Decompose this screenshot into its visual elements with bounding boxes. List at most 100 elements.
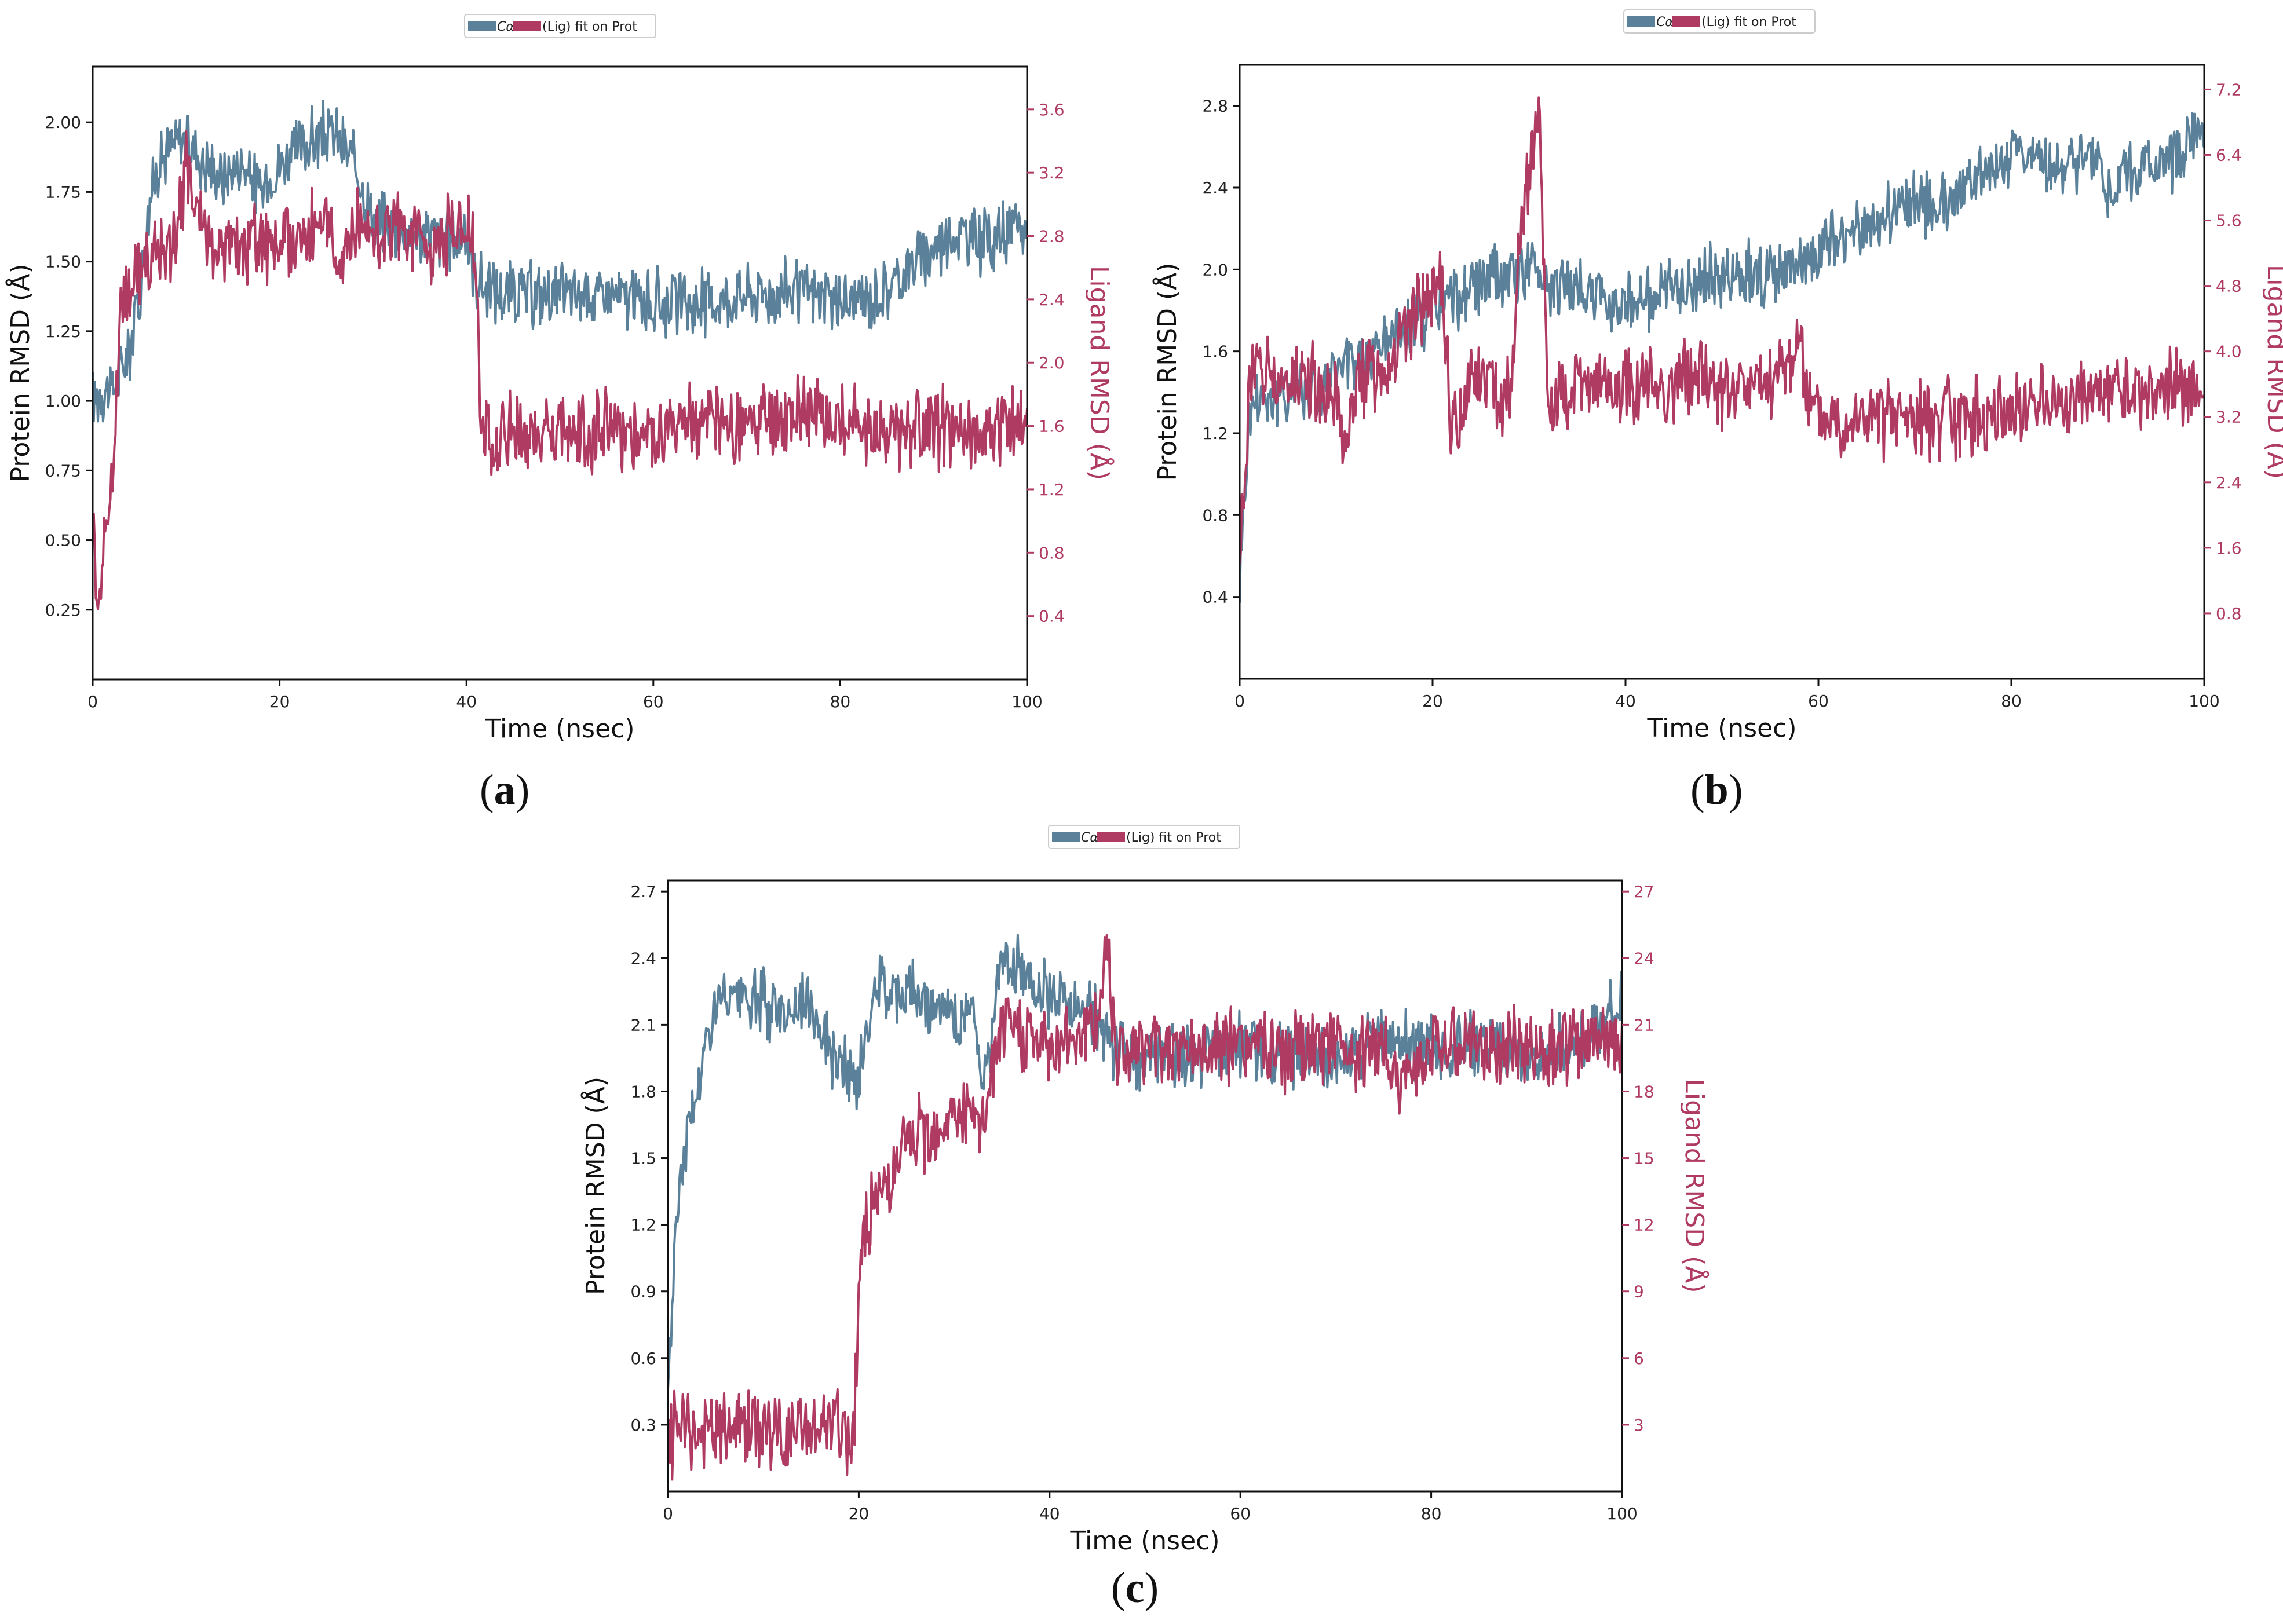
y-left-tick-label-b: 1.6: [1202, 342, 1228, 361]
x-tick-label-a: 20: [269, 692, 290, 711]
y-left-tick-label-c: 1.5: [630, 1149, 656, 1168]
y-right-tick-label-b: 1.6: [2216, 539, 2242, 558]
y-left-axis-label-a: Protein RMSD (Å): [5, 264, 35, 482]
x-tick-label-b: 40: [1615, 692, 1636, 711]
legend-label-ligand-c: (Lig) fit on Prot: [1126, 831, 1221, 845]
chart-b: 0 20 40 60 80 100 0.4 0.8 1.2 1.6 2.0 2.4 2.8 0.8 1.6 2…: [1152, 9, 2283, 743]
panel-label-a: (a): [480, 766, 530, 814]
x-tick-label-c: 0: [663, 1504, 673, 1523]
x-tick-label-a: 100: [1011, 692, 1042, 711]
legend-a: Cα (Lig) fit on Prot: [464, 14, 656, 38]
x-tick-label-a: 0: [87, 692, 98, 711]
legend-box-b: [1623, 9, 1816, 34]
series-protein-a: [93, 100, 1027, 423]
x-tick-label-a: 60: [643, 692, 664, 711]
y-left-tick-label-b: 2.4: [1202, 178, 1228, 197]
y-right-tick-label-b: 4.0: [2216, 342, 2242, 361]
y-right-tick-label-c: 21: [1634, 1015, 1654, 1034]
legend-swatch-ligand-b: [1672, 16, 1700, 27]
y-right-tick-label-b: 0.8: [2216, 604, 2242, 623]
panel-label-b: (b): [1690, 766, 1743, 814]
y-left-tick-label-a: 0.75: [45, 461, 81, 480]
y-left-tick-label-c: 0.3: [630, 1415, 656, 1435]
y-left-tick-label-a: 2.00: [45, 113, 81, 132]
series-ligand-b: [1240, 96, 2204, 564]
y-left-tick-label-a: 0.25: [45, 601, 81, 620]
y-right-tick-label-b: 3.2: [2216, 408, 2242, 427]
plot-frame-b: [1239, 64, 2205, 680]
y-left-tick-label-a: 0.50: [45, 531, 81, 550]
legend-label-protein-b: Cα: [1656, 15, 1674, 30]
y-left-tick-label-c: 2.4: [630, 949, 656, 968]
y-right-axis-label-a: Ligand RMSD (Å): [1084, 266, 1115, 480]
legend-label-ligand-a: (Lig) fit on Prot: [542, 20, 637, 34]
y-right-tick-label-a: 0.8: [1039, 543, 1065, 562]
y-right-tick-label-c: 12: [1634, 1216, 1654, 1235]
y-right-tick-label-c: 27: [1634, 882, 1654, 901]
y-right-tick-label-b: 2.4: [2216, 473, 2242, 492]
legend-swatch-ligand-a: [513, 21, 541, 31]
y-left-tick-label-b: 1.2: [1202, 424, 1228, 443]
y-left-tick-label-a: 1.50: [45, 253, 81, 272]
y-right-axis-label-c: Ligand RMSD (Å): [1679, 1078, 1710, 1293]
y-right-tick-label-a: 3.6: [1039, 100, 1065, 119]
x-tick-label-b: 80: [2001, 692, 2022, 711]
y-right-tick-label-a: 3.2: [1039, 163, 1065, 182]
y-right-tick-label-b: 6.4: [2216, 145, 2242, 164]
legend-label-protein-c: Cα: [1081, 831, 1098, 845]
x-tick-label-b: 60: [1808, 692, 1829, 711]
y-right-tick-label-c: 18: [1634, 1082, 1654, 1101]
y-right-tick-label-c: 9: [1634, 1282, 1644, 1301]
y-right-tick-label-c: 24: [1634, 949, 1654, 968]
y-right-tick-label-b: 4.8: [2216, 277, 2242, 296]
y-left-axis-label-c: Protein RMSD (Å): [580, 1077, 611, 1295]
x-axis-label-b: Time (nsec): [1646, 714, 1796, 743]
y-right-tick-label-a: 0.4: [1039, 607, 1065, 626]
y-right-tick-label-a: 1.2: [1039, 480, 1065, 499]
y-right-axis-label-b: Ligand RMSD (Å): [2262, 265, 2283, 479]
x-tick-label-c: 60: [1230, 1504, 1251, 1523]
y-left-tick-label-a: 1.75: [45, 182, 81, 202]
x-tick-label-b: 0: [1234, 692, 1245, 711]
y-left-tick-label-c: 2.1: [630, 1015, 656, 1034]
chart-c: 0 20 40 60 80 100 0.3 0.6 0.9 1.2 1.5 1.8 2.1 2.4 2.7 3…: [580, 825, 1710, 1556]
y-left-axis-label-b: Protein RMSD (Å): [1152, 263, 1182, 481]
x-axis-label-a: Time (nsec): [484, 714, 634, 744]
y-right-tick-label-c: 6: [1634, 1349, 1644, 1368]
chart-a: 0 20 40 60 80 100 0.25 0.50 0.75 1.00 1.25 1.50 1.75…: [5, 14, 1115, 744]
y-right-tick-label-b: 5.6: [2216, 211, 2242, 231]
x-tick-label-a: 80: [830, 692, 851, 711]
x-tick-label-c: 80: [1421, 1504, 1442, 1523]
x-tick-label-b: 100: [2189, 692, 2219, 711]
legend-swatch-protein-a: [468, 21, 496, 31]
legend-swatch-protein-c: [1052, 832, 1080, 842]
y-left-tick-label-b: 2.8: [1202, 97, 1228, 116]
x-tick-label-c: 20: [849, 1504, 870, 1523]
y-right-tick-label-c: 3: [1634, 1415, 1644, 1435]
panel-label-c: (c): [1111, 1564, 1159, 1612]
y-left-tick-label-c: 0.6: [630, 1349, 656, 1368]
legend-swatch-ligand-c: [1097, 832, 1125, 842]
x-tick-label-c: 100: [1606, 1504, 1637, 1523]
series-ligand-c: [668, 934, 1622, 1481]
y-left-tick-label-b: 0.8: [1202, 506, 1228, 525]
y-right-tick-label-a: 1.6: [1039, 417, 1065, 436]
y-left-tick-label-c: 0.9: [630, 1282, 656, 1301]
y-left-tick-label-c: 2.7: [630, 882, 656, 901]
y-left-tick-label-c: 1.8: [630, 1082, 656, 1101]
y-right-tick-label-a: 2.8: [1039, 227, 1065, 246]
series-protein-c: [668, 934, 1622, 1390]
series-ligand-a: [93, 130, 1027, 610]
y-left-tick-label-c: 1.2: [630, 1216, 656, 1235]
x-tick-label-a: 40: [456, 692, 477, 711]
legend-label-protein-a: Cα: [497, 20, 514, 34]
y-right-tick-label-b: 7.2: [2216, 80, 2242, 99]
x-tick-label-c: 40: [1039, 1504, 1060, 1523]
legend-box-a: [464, 14, 656, 38]
y-right-tick-label-a: 2.4: [1039, 290, 1065, 309]
plot-frame-a: [92, 65, 1028, 681]
legend-b: Cα (Lig) fit on Prot: [1623, 9, 1816, 34]
y-left-tick-label-a: 1.00: [45, 392, 81, 411]
legend-box-c: [1048, 825, 1240, 849]
